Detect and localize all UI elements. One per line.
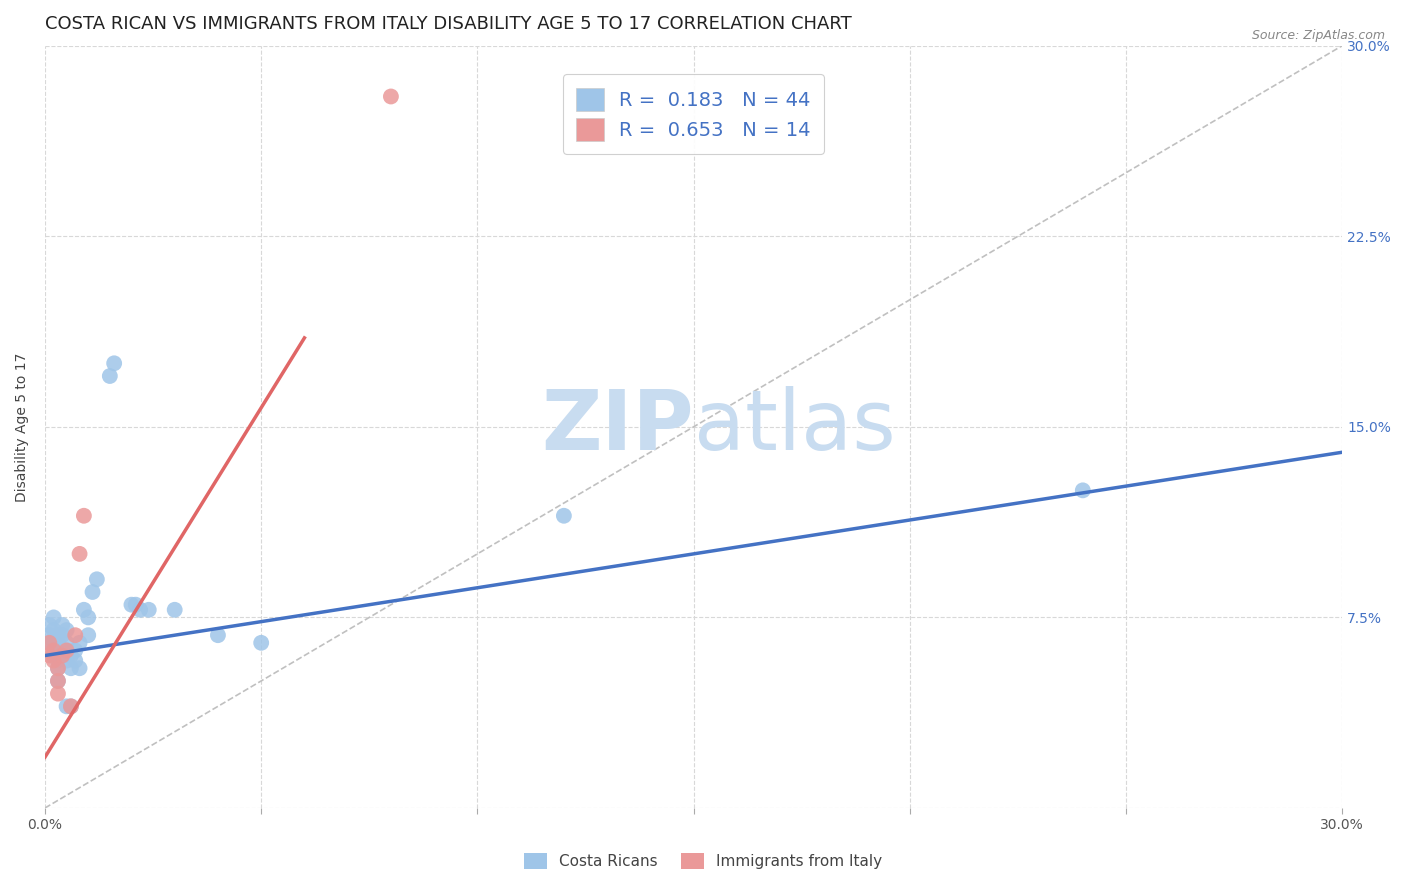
Point [51,618,73,632]
Point [42,623,65,637]
Point [69,661,91,675]
Point [55,636,77,650]
Point [163,603,186,617]
Point [1071,483,1094,498]
Y-axis label: Disability Age 5 to 17: Disability Age 5 to 17 [15,352,30,501]
Point [46,673,69,688]
Point [59,648,82,663]
Point [46,654,69,668]
Point [55,623,77,637]
Point [51,628,73,642]
Point [380,89,402,103]
Point [65,654,87,668]
Point [59,699,82,714]
Point [138,603,160,617]
Point [103,356,125,370]
Text: atlas: atlas [693,386,896,467]
Point [69,547,91,561]
Point [125,598,148,612]
Point [51,648,73,663]
Legend: Costa Ricans, Immigrants from Italy: Costa Ricans, Immigrants from Italy [517,847,889,875]
Point [46,628,69,642]
Point [46,643,69,657]
Point [553,508,575,523]
Legend: R =  0.183   N = 44, R =  0.653   N = 14: R = 0.183 N = 44, R = 0.653 N = 14 [562,74,824,154]
Point [51,648,73,663]
Point [55,643,77,657]
Point [250,636,273,650]
Point [38,636,60,650]
Point [69,636,91,650]
Point [65,628,87,642]
Point [46,661,69,675]
Point [55,643,77,657]
Point [73,603,96,617]
Point [120,598,142,612]
Point [46,661,69,675]
Point [55,654,77,668]
Point [55,699,77,714]
Point [42,610,65,624]
Point [82,585,104,599]
Point [38,628,60,642]
Text: Source: ZipAtlas.com: Source: ZipAtlas.com [1251,29,1385,42]
Point [65,643,87,657]
Point [38,648,60,663]
Point [129,603,152,617]
Point [77,628,100,642]
Point [46,687,69,701]
Point [59,699,82,714]
Point [42,636,65,650]
Point [98,369,121,384]
Point [46,673,69,688]
Point [86,572,108,586]
Point [77,610,100,624]
Point [38,618,60,632]
Point [46,636,69,650]
Point [42,654,65,668]
Point [59,661,82,675]
Point [207,628,229,642]
Text: COSTA RICAN VS IMMIGRANTS FROM ITALY DISABILITY AGE 5 TO 17 CORRELATION CHART: COSTA RICAN VS IMMIGRANTS FROM ITALY DIS… [45,15,852,33]
Point [73,508,96,523]
Point [42,648,65,663]
Point [38,636,60,650]
Point [42,643,65,657]
Text: ZIP: ZIP [541,386,693,467]
